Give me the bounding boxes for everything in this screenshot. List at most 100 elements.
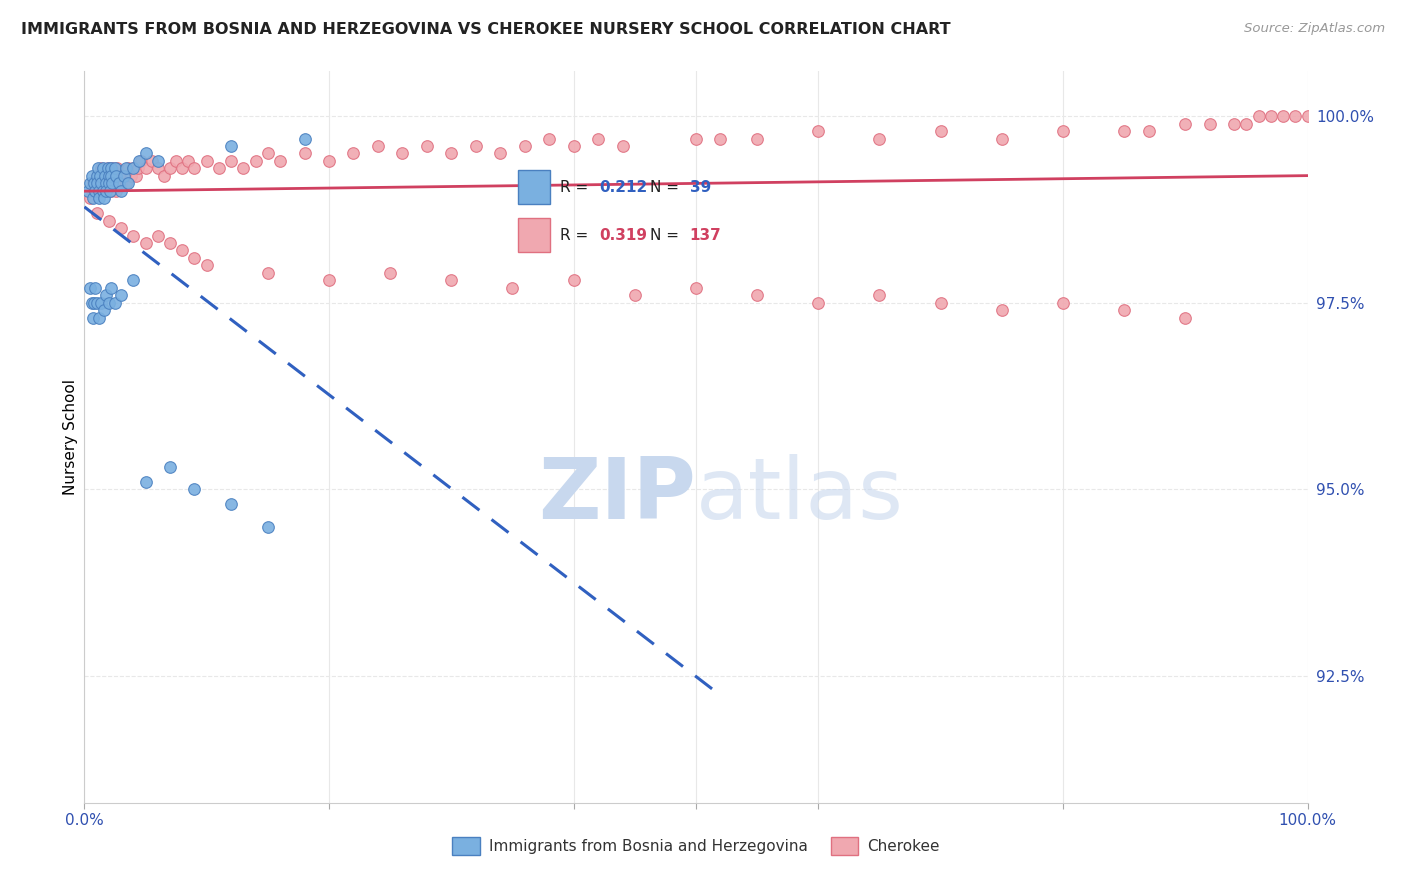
Point [79, 281, 101, 295]
Point [97, 161, 120, 176]
Point [104, 177, 127, 191]
Point [245, 153, 267, 168]
Point [93, 191, 115, 205]
Point [122, 273, 145, 287]
Point [269, 153, 291, 168]
Point [97, 295, 120, 310]
Point [90, 161, 112, 176]
Point [110, 184, 132, 198]
Point [807, 124, 830, 138]
Legend: Immigrants from Bosnia and Herzegovina, Cherokee: Immigrants from Bosnia and Herzegovina, … [446, 831, 946, 861]
Y-axis label: Nursery School: Nursery School [63, 379, 77, 495]
Point [141, 153, 163, 168]
Point [117, 161, 139, 176]
Point [685, 281, 707, 295]
Point [86, 169, 108, 183]
Point [153, 169, 176, 183]
Point [110, 288, 132, 302]
Point [93, 303, 115, 318]
Point [96, 177, 118, 191]
Point [562, 273, 585, 287]
Point [86, 295, 108, 310]
Point [159, 161, 181, 176]
Point [177, 153, 200, 168]
Point [97, 169, 120, 183]
Point [318, 153, 340, 168]
Point [98, 177, 121, 191]
Point [172, 244, 194, 258]
Point [1223, 117, 1246, 131]
Point [96, 184, 118, 198]
Point [1137, 124, 1160, 138]
Point [159, 235, 181, 250]
Point [122, 228, 145, 243]
Point [105, 184, 128, 198]
Point [219, 497, 242, 511]
Point [100, 161, 122, 176]
Point [612, 139, 634, 153]
Point [79, 177, 101, 191]
Text: IMMIGRANTS FROM BOSNIA AND HERZEGOVINA VS CHEROKEE NURSERY SCHOOL CORRELATION CH: IMMIGRANTS FROM BOSNIA AND HERZEGOVINA V… [21, 22, 950, 37]
Point [257, 519, 280, 533]
Point [1052, 124, 1074, 138]
Point [115, 177, 138, 191]
Point [87, 177, 110, 191]
Point [869, 131, 891, 145]
Point [1114, 124, 1136, 138]
Point [87, 161, 110, 176]
Point [80, 169, 103, 183]
Point [538, 131, 561, 145]
Point [183, 161, 205, 176]
Point [391, 146, 413, 161]
Point [82, 191, 104, 205]
Point [586, 131, 609, 145]
Point [87, 310, 110, 325]
Point [97, 161, 120, 176]
Point [159, 459, 181, 474]
Point [98, 184, 121, 198]
Point [101, 161, 124, 176]
Point [1174, 310, 1197, 325]
Point [464, 139, 486, 153]
Point [79, 191, 101, 205]
Point [1284, 109, 1306, 123]
Text: N =: N = [651, 180, 685, 194]
Point [146, 228, 169, 243]
Point [416, 139, 439, 153]
Point [294, 131, 316, 145]
Point [91, 177, 114, 191]
Point [135, 161, 157, 176]
Text: N =: N = [651, 227, 685, 243]
Point [83, 177, 105, 191]
Point [120, 169, 142, 183]
Point [257, 266, 280, 280]
Text: R =: R = [560, 227, 593, 243]
Point [502, 281, 524, 295]
Point [96, 288, 118, 302]
Point [115, 161, 138, 176]
Point [219, 153, 242, 168]
Point [97, 169, 120, 183]
Point [91, 161, 114, 176]
Point [991, 131, 1014, 145]
Point [1247, 109, 1270, 123]
Point [318, 273, 340, 287]
Text: ZIP: ZIP [538, 454, 696, 537]
Point [100, 169, 122, 183]
Point [869, 288, 891, 302]
Point [367, 139, 389, 153]
Point [103, 169, 125, 183]
Point [195, 153, 218, 168]
Text: 137: 137 [689, 227, 721, 243]
Point [1052, 295, 1074, 310]
Point [1296, 109, 1319, 123]
Point [747, 288, 769, 302]
Point [90, 177, 112, 191]
Point [128, 153, 150, 168]
Point [929, 124, 952, 138]
Point [624, 288, 647, 302]
Point [105, 169, 128, 183]
Point [107, 177, 129, 191]
Point [294, 146, 316, 161]
Point [94, 169, 117, 183]
